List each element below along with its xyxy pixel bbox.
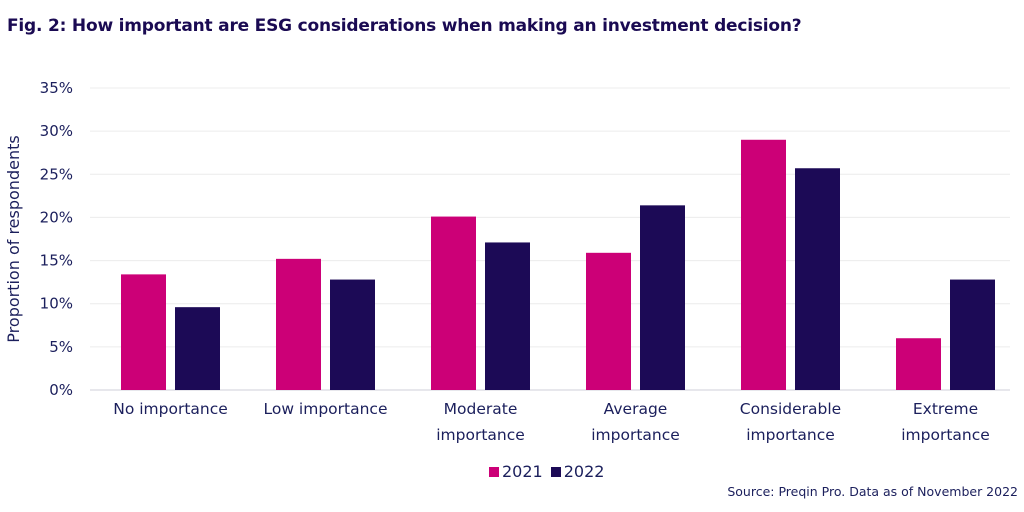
- legend-label-2021: 2021: [502, 462, 543, 481]
- y-tick-label: 10%: [40, 295, 73, 313]
- source-note: Source: Preqin Pro. Data as of November …: [727, 484, 1018, 499]
- y-tick-label: 5%: [49, 338, 73, 356]
- legend-item-2022: 2022: [550, 462, 605, 481]
- bar-2022: [950, 279, 995, 390]
- x-category-label: Moderate: [444, 400, 518, 418]
- y-tick-label: 0%: [49, 381, 73, 399]
- bar-2021: [741, 139, 786, 390]
- y-tick-label: 25%: [40, 165, 73, 183]
- bar-2021: [586, 252, 631, 390]
- x-category-label: importance: [901, 426, 990, 444]
- bar-2022: [640, 205, 685, 390]
- y-axis-label: Proportion of respondents: [4, 135, 23, 342]
- bar-2022: [795, 168, 840, 390]
- bar-2021: [276, 258, 321, 390]
- bar-2022: [330, 279, 375, 390]
- y-tick-label: 30%: [40, 122, 73, 140]
- bar-2021: [431, 216, 476, 390]
- x-category-label: importance: [746, 426, 835, 444]
- legend: 2021 2022: [489, 462, 612, 481]
- bar-2022: [485, 242, 530, 390]
- bar-2021: [896, 338, 941, 390]
- x-category-label: Average: [604, 400, 668, 418]
- x-category-label: Considerable: [740, 400, 841, 418]
- legend-swatch-2021: [489, 466, 499, 477]
- x-category-label: Extreme: [913, 400, 978, 418]
- y-tick-label: 20%: [40, 208, 73, 226]
- bar-2021: [121, 274, 166, 390]
- legend-label-2022: 2022: [563, 462, 605, 481]
- legend-swatch-2022: [550, 466, 561, 477]
- x-category-label: Low importance: [263, 400, 387, 418]
- legend-item-2021: 2021: [489, 462, 543, 481]
- bar-2022: [175, 307, 220, 390]
- y-tick-label: 35%: [40, 79, 73, 97]
- chart-title: Fig. 2: How important are ESG considerat…: [7, 16, 802, 36]
- x-category-label: importance: [436, 426, 525, 444]
- y-tick-label: 15%: [40, 252, 73, 270]
- x-category-label: importance: [591, 426, 680, 444]
- x-category-label: No importance: [113, 400, 228, 418]
